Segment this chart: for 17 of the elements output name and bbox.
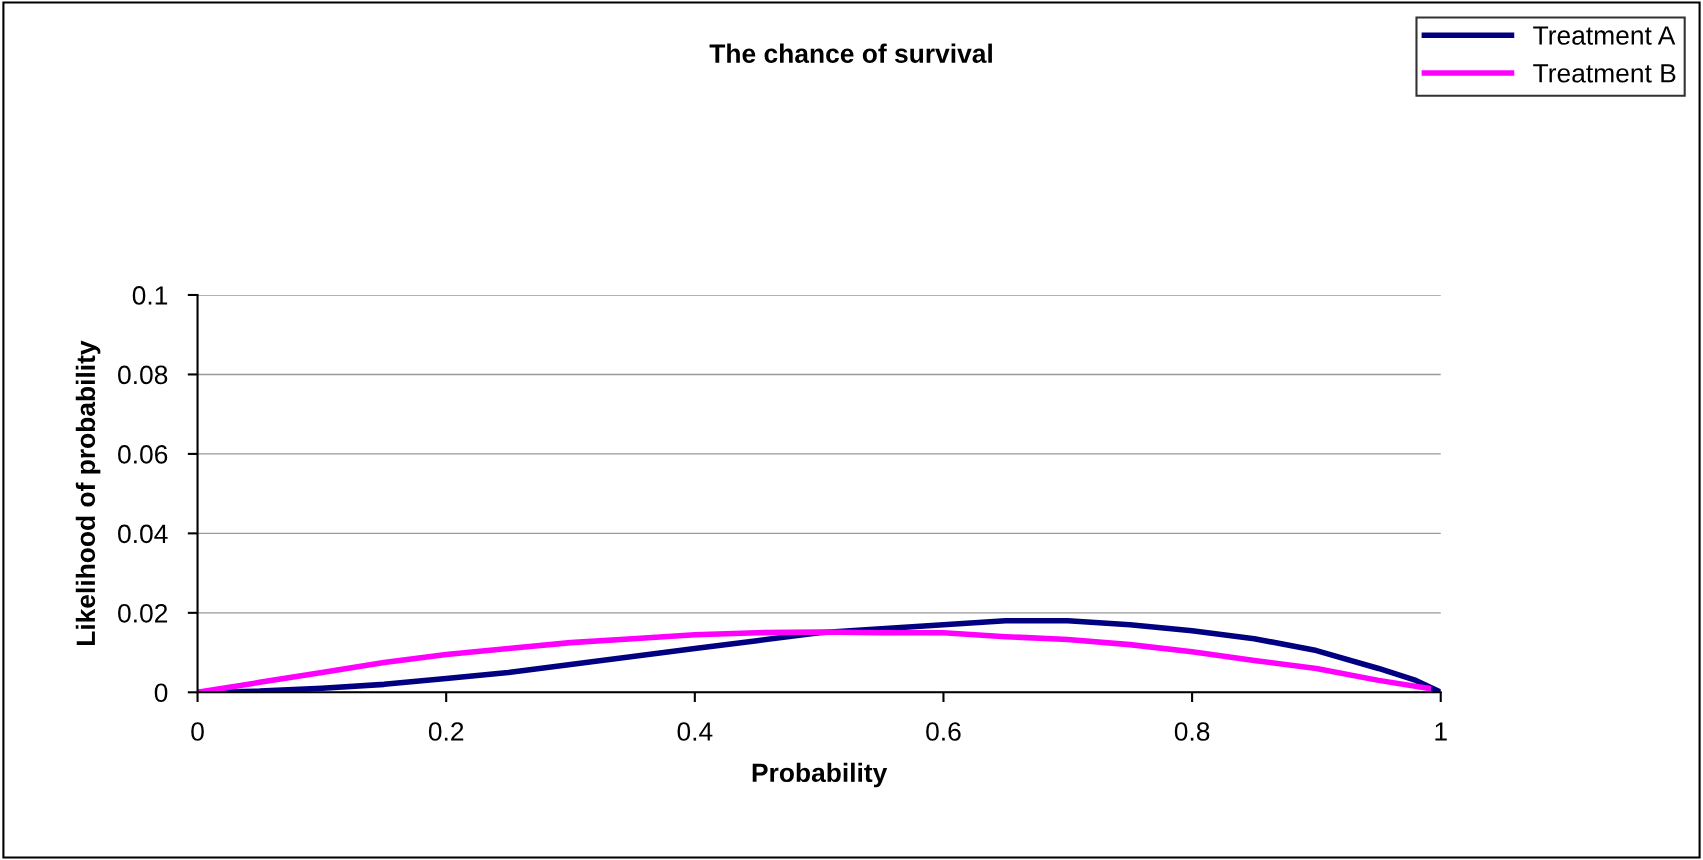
y-tick-label: 0.1 bbox=[132, 286, 168, 305]
legend-label: Treatment B bbox=[1533, 64, 1676, 83]
y-tick-label: 0 bbox=[154, 683, 168, 703]
legend-label: Treatment A bbox=[1533, 26, 1676, 45]
chart-title: The chance of survival bbox=[709, 43, 992, 63]
x-tick-label: 0.6 bbox=[926, 722, 961, 741]
x-tick-label: 1 bbox=[1435, 722, 1447, 741]
y-axis-title: Likelihood of probability bbox=[75, 340, 101, 646]
x-tick-label: 0 bbox=[191, 722, 204, 741]
y-tick-label: 0.02 bbox=[118, 603, 168, 623]
y-tick-label: 0.08 bbox=[118, 365, 168, 385]
x-axis-title: Probability bbox=[752, 762, 888, 788]
x-tick-label: 0.4 bbox=[677, 722, 713, 741]
x-tick-label: 0.2 bbox=[428, 722, 464, 741]
y-tick-label: 0.04 bbox=[118, 524, 168, 544]
x-tick-label: 0.8 bbox=[1174, 722, 1210, 741]
y-tick-label: 0.06 bbox=[118, 445, 168, 464]
